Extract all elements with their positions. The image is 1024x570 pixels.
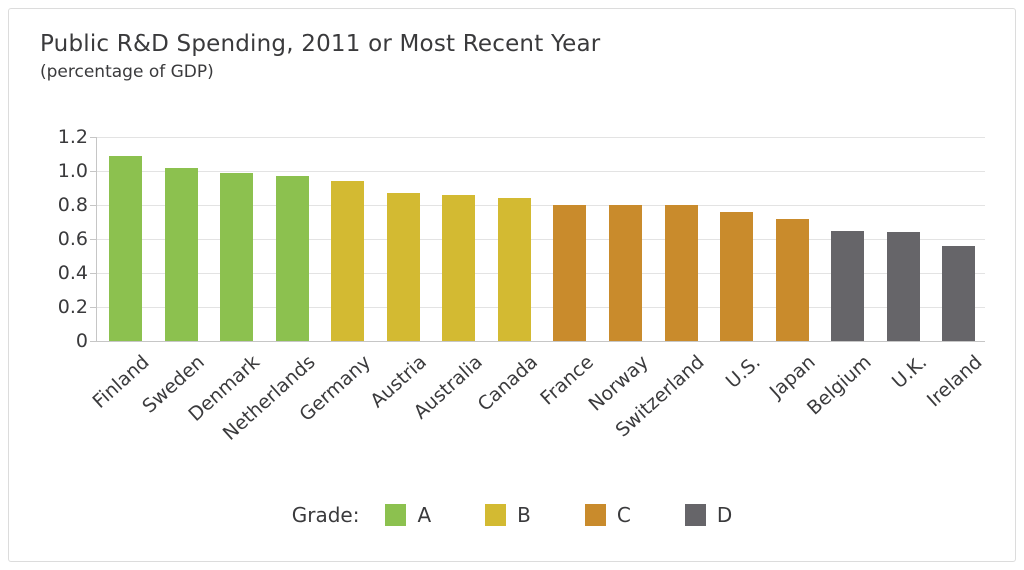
gridline-0.8 (97, 205, 985, 206)
bar-finland (109, 155, 142, 341)
y-axis-tick-label-0: 0 (75, 330, 88, 352)
y-axis-tick-label-0.2: 0.2 (57, 296, 88, 318)
bar-japan (775, 218, 809, 341)
bar-u-s (720, 211, 754, 341)
y-tick-mark-0 (90, 341, 96, 342)
y-tick-mark-0.4 (90, 273, 96, 274)
legend-item-b: B (485, 503, 531, 527)
x-axis-label-u-s: U.S. (721, 351, 765, 393)
bar-belgium (831, 230, 865, 341)
chart-title: Public R&D Spending, 2011 or Most Recent… (40, 31, 601, 57)
bar-denmark (220, 172, 254, 341)
bar-australia (442, 194, 476, 341)
bar-ireland (942, 245, 976, 341)
y-tick-mark-1.0 (90, 171, 96, 172)
legend-label-c: C (616, 503, 631, 527)
legend-item-a: A (385, 503, 431, 527)
bar-france (553, 205, 587, 341)
y-tick-mark-0.6 (90, 239, 96, 240)
y-axis-tick-label-0.8: 0.8 (57, 194, 88, 216)
plot-area (90, 137, 985, 342)
legend-label-d: D (716, 503, 733, 527)
legend-label-b: B (517, 503, 531, 527)
bar-u-k (886, 232, 920, 341)
bar-canada (497, 198, 531, 341)
chart-subtitle: (percentage of GDP) (40, 62, 214, 82)
gridline-0.6 (97, 239, 985, 240)
chart-header: Public R&D Spending, 2011 or Most Recent… (40, 31, 600, 82)
y-axis-line (96, 137, 97, 341)
gridline-1.0 (97, 171, 985, 172)
y-axis-tick-label-0.6: 0.6 (57, 228, 88, 250)
legend-label-a: A (417, 503, 432, 527)
y-tick-mark-0.2 (90, 307, 96, 308)
gridline-0.4 (97, 273, 985, 274)
legend-item-c: C (584, 503, 631, 527)
gridline-0.2 (97, 307, 985, 308)
y-axis-tick-label-1.0: 1.0 (57, 160, 88, 182)
bar-norway (608, 205, 642, 341)
gridline-1.2 (97, 137, 985, 138)
x-axis-label-ireland: Ireland (922, 351, 987, 412)
legend-swatch-d (684, 504, 706, 526)
legend-swatch-c (584, 504, 606, 526)
x-axis-line (96, 341, 985, 342)
legend-item-d: D (684, 503, 733, 527)
y-axis-tick-label-1.2: 1.2 (57, 126, 88, 148)
bar-austria (386, 193, 420, 341)
y-tick-mark-0.8 (90, 205, 96, 206)
legend-swatch-a (385, 504, 407, 526)
bar-sweden (164, 167, 198, 341)
y-axis-labels: 1.2 1.0 0.8 0.6 0.4 0.2 0 (28, 126, 88, 352)
y-tick-mark-1.2 (90, 137, 96, 138)
legend: Grade: A B C D (0, 494, 1024, 536)
x-axis-labels: Finland Sweden Denmark Netherlands Germany Au… (88, 341, 987, 471)
bar-switzerland (664, 205, 698, 341)
legend-swatch-b (485, 504, 507, 526)
legend-title: Grade: (291, 503, 360, 527)
bar-germany (331, 181, 365, 341)
bar-netherlands (275, 176, 309, 341)
x-axis-label-canada: Canada (473, 351, 543, 416)
x-axis-label-u-k: U.K. (887, 351, 931, 394)
y-axis-tick-label-0.4: 0.4 (57, 262, 88, 284)
